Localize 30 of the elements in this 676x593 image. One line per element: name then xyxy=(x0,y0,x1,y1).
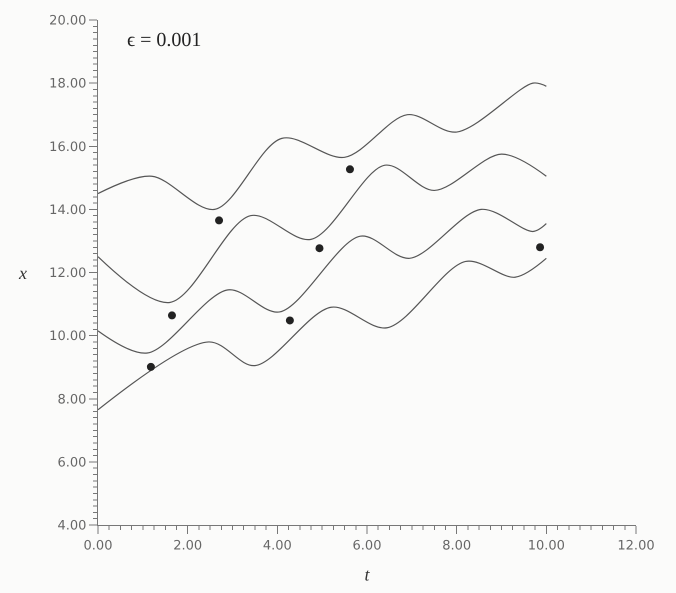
y-tick-label: 14.00 xyxy=(49,202,86,218)
x-tick-label: 4.00 xyxy=(262,538,292,554)
point xyxy=(215,216,224,224)
point xyxy=(536,243,544,252)
point xyxy=(168,311,176,320)
y-tick-label: 4.00 xyxy=(57,518,86,534)
point xyxy=(315,244,324,252)
point xyxy=(346,165,354,174)
y-tick-label: 6.00 xyxy=(57,455,86,470)
y-tick-label: 10.00 xyxy=(49,329,86,344)
x-tick-label: 12.00 xyxy=(617,538,655,554)
line-series xyxy=(98,208,547,354)
x-tick-label: 8.00 xyxy=(442,538,472,554)
point xyxy=(146,362,155,371)
y-tick-label: 16.00 xyxy=(49,140,86,155)
x-tick-label: 2.00 xyxy=(173,538,202,554)
y-axis-title: x xyxy=(18,263,27,283)
line-series xyxy=(98,258,547,410)
line-series xyxy=(98,82,547,210)
point xyxy=(286,316,294,324)
y-tick-label: 20.00 xyxy=(49,14,86,29)
y-tick-label: 12.00 xyxy=(49,266,86,282)
annotation: ϵ = 0.001 xyxy=(127,29,202,51)
x-tick-label: 6.00 xyxy=(352,538,382,554)
line-series xyxy=(98,154,547,304)
y-tick-label: 18.00 xyxy=(49,76,86,92)
x-axis-title: t xyxy=(364,564,370,585)
x-tick-label: 10.00 xyxy=(528,538,565,554)
y-tick-label: 8.00 xyxy=(57,392,86,408)
x-tick-label: 0.00 xyxy=(84,538,112,554)
